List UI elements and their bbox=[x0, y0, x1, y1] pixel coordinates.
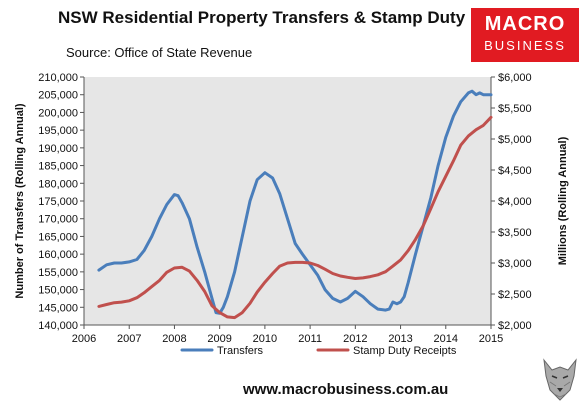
y-right-axis-label: Millions (Rolling Annual) bbox=[557, 136, 569, 265]
y-right-tick-label: $2,000 bbox=[498, 320, 532, 332]
y-left-tick-label: 160,000 bbox=[38, 249, 78, 261]
y-left-tick-label: 200,000 bbox=[38, 107, 78, 119]
x-tick-label: 2014 bbox=[434, 333, 458, 345]
legend-label: Stamp Duty Receipts bbox=[353, 345, 457, 357]
chart-subtitle: Source: Office of State Revenue bbox=[66, 45, 253, 60]
x-tick-label: 2010 bbox=[253, 333, 277, 345]
series-line-transfers bbox=[97, 89, 493, 315]
x-tick-label: 2012 bbox=[343, 333, 367, 345]
y-right-tick-label: $2,500 bbox=[498, 289, 532, 301]
y-left-tick-label: 175,000 bbox=[38, 196, 78, 208]
y-left-tick-label: 195,000 bbox=[38, 125, 78, 137]
y-right-tick-label: $3,500 bbox=[498, 227, 532, 239]
legend-label: Transfers bbox=[217, 345, 264, 357]
chart-title: NSW Residential Property Transfers & Sta… bbox=[58, 8, 466, 27]
wolf-mascot-icon bbox=[543, 358, 577, 401]
macrobusiness-logo: MACRO BUSINESS bbox=[471, 8, 579, 62]
plot-area bbox=[84, 77, 491, 325]
series-line-stamp-duty-receipts bbox=[97, 115, 493, 320]
y-left-tick-label: 140,000 bbox=[38, 320, 78, 332]
x-tick-label: 2013 bbox=[388, 333, 412, 345]
y-left-tick-label: 210,000 bbox=[38, 72, 78, 84]
y-left-tick-label: 190,000 bbox=[38, 143, 78, 155]
y-right-tick-label: $6,000 bbox=[498, 72, 532, 84]
x-tick-label: 2007 bbox=[117, 333, 141, 345]
y-left-tick-label: 185,000 bbox=[38, 161, 78, 173]
y-left-tick-label: 205,000 bbox=[38, 90, 78, 102]
x-tick-label: 2011 bbox=[298, 333, 322, 345]
y-right-tick-label: $5,000 bbox=[498, 134, 532, 146]
x-tick-label: 2015 bbox=[479, 333, 503, 345]
y-left-tick-label: 155,000 bbox=[38, 267, 78, 279]
y-left-tick-label: 165,000 bbox=[38, 231, 78, 243]
footer-url: www.macrobusiness.com.au bbox=[243, 381, 449, 398]
x-tick-label: 2009 bbox=[207, 333, 231, 345]
y-right-tick-label: $5,500 bbox=[498, 103, 532, 115]
legend: Transfers Stamp Duty Receipts bbox=[180, 345, 457, 357]
y-right-tick-label: $3,000 bbox=[498, 258, 532, 270]
y-left-tick-label: 170,000 bbox=[38, 214, 78, 226]
logo-line-2: BUSINESS bbox=[484, 38, 566, 53]
y-left-tick-label: 145,000 bbox=[38, 302, 78, 314]
x-tick-label: 2006 bbox=[72, 333, 96, 345]
y-left-axis-label: Number of Transfers (Rolling Annual) bbox=[14, 103, 26, 298]
y-left-tick-label: 150,000 bbox=[38, 285, 78, 297]
y-right-tick-label: $4,500 bbox=[498, 165, 532, 177]
y-left-tick-label: 180,000 bbox=[38, 178, 78, 190]
x-tick-label: 2008 bbox=[162, 333, 186, 345]
series-lines bbox=[97, 89, 493, 320]
y-right-tick-label: $4,000 bbox=[498, 196, 532, 208]
logo-line-1: MACRO bbox=[484, 13, 566, 35]
